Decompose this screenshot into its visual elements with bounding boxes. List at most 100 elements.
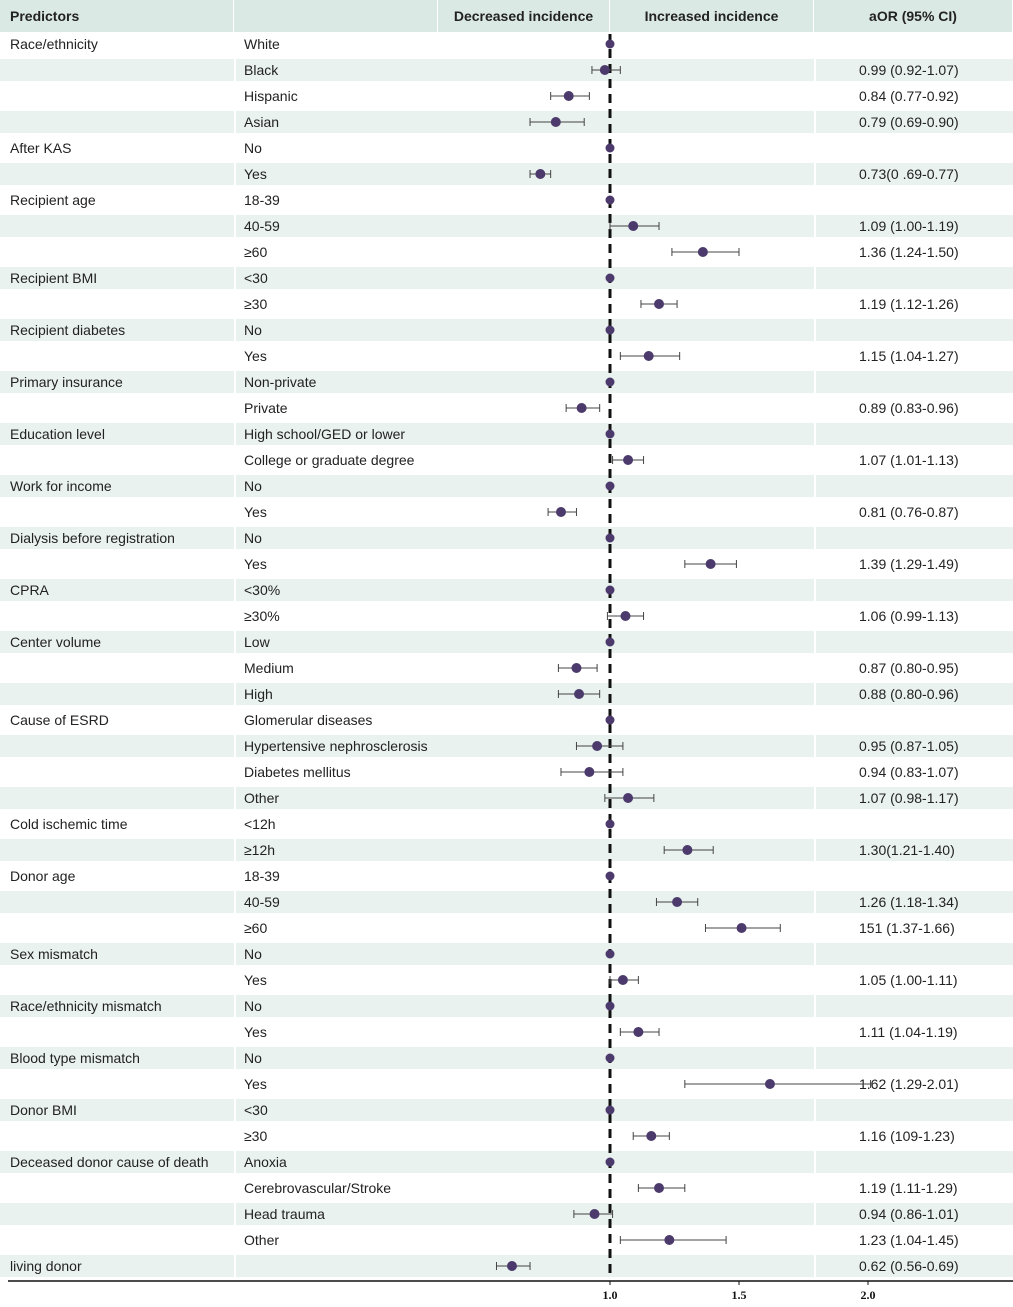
predictor-cell: Race/ethnicity mismatch bbox=[10, 998, 162, 1014]
level-cell: Anoxia bbox=[244, 1154, 287, 1170]
table-row: College or graduate degree 1.07 (1.01-1.1… bbox=[0, 447, 1013, 473]
x-tick-label: 1.5 bbox=[732, 1288, 747, 1302]
row-stripe bbox=[236, 527, 438, 549]
estimate-point bbox=[623, 455, 634, 465]
level-cell: Yes bbox=[244, 166, 267, 182]
table-row: Primary insurance Non-private bbox=[0, 369, 1013, 395]
aor-cell: 1.07 (0.98-1.17) bbox=[859, 790, 959, 806]
level-cell: Medium bbox=[244, 660, 294, 676]
level-cell: Private bbox=[244, 400, 288, 416]
level-cell: No bbox=[244, 322, 262, 338]
aor-cell: 0.81 (0.76-0.87) bbox=[859, 504, 959, 520]
header-decreased-label: Decreased incidence bbox=[453, 8, 594, 24]
predictor-cell: Donor BMI bbox=[10, 1102, 77, 1118]
predictor-cell: Race/ethnicity bbox=[10, 36, 98, 52]
row-stripe bbox=[438, 59, 814, 81]
table-row: Donor BMI <30 bbox=[0, 1097, 1013, 1123]
table-row: Work for income No bbox=[0, 473, 1013, 499]
row-stripe bbox=[0, 527, 234, 549]
header-increased-label: Increased incidence bbox=[644, 8, 779, 24]
row-stripe bbox=[236, 371, 438, 393]
row-stripe bbox=[816, 1151, 1013, 1173]
estimate-point bbox=[535, 169, 546, 179]
predictor-cell: Center volume bbox=[10, 634, 102, 650]
row-stripe bbox=[236, 319, 438, 341]
row-stripe bbox=[0, 683, 234, 705]
reference-point bbox=[605, 429, 615, 439]
row-stripe bbox=[0, 111, 234, 133]
level-cell: ≥30 bbox=[244, 296, 268, 312]
table-row: ≥12h 1.30(1.21-1.40) bbox=[0, 837, 1013, 863]
level-cell: ≥12h bbox=[244, 842, 276, 858]
level-cell: 18-39 bbox=[244, 868, 280, 884]
row-stripe bbox=[438, 423, 814, 445]
level-cell: High bbox=[244, 686, 273, 702]
row-stripe bbox=[816, 1099, 1013, 1121]
estimate-point bbox=[589, 1209, 600, 1219]
row-stripe bbox=[816, 215, 1013, 237]
table-row: Cold ischemic time <12h bbox=[0, 811, 1013, 837]
level-cell: No bbox=[244, 1050, 262, 1066]
estimate-point bbox=[705, 559, 716, 569]
table-row: ≥30 1.19 (1.12-1.26) bbox=[0, 291, 1013, 317]
level-cell: Hypertensive nephrosclerosis bbox=[244, 738, 428, 754]
row-stripe bbox=[816, 475, 1013, 497]
row-stripe bbox=[236, 579, 438, 601]
aor-cell: 1.36 (1.24-1.50) bbox=[859, 244, 959, 260]
level-cell: Other bbox=[244, 790, 280, 806]
row-stripe bbox=[438, 683, 814, 705]
aor-cell: 1.23 (1.04-1.45) bbox=[859, 1232, 959, 1248]
row-stripe bbox=[438, 1255, 814, 1277]
aor-cell: 1.16 (109-1.23) bbox=[859, 1128, 955, 1144]
level-cell: College or graduate degree bbox=[244, 452, 415, 468]
estimate-point bbox=[764, 1079, 775, 1089]
reference-point bbox=[605, 1157, 615, 1167]
row-stripe bbox=[438, 1099, 814, 1121]
row-stripe bbox=[236, 475, 438, 497]
estimate-point bbox=[555, 507, 566, 517]
row-stripe bbox=[0, 787, 234, 809]
row-stripe bbox=[0, 839, 234, 861]
level-cell: <12h bbox=[244, 816, 276, 832]
predictor-cell: Dialysis before registration bbox=[10, 530, 175, 546]
level-cell: Low bbox=[244, 634, 270, 650]
row-stripe bbox=[236, 267, 438, 289]
estimate-point bbox=[697, 247, 708, 257]
row-stripe bbox=[438, 1047, 814, 1069]
table-row: ≥30 1.16 (109-1.23) bbox=[0, 1123, 1013, 1149]
predictor-cell: Deceased donor cause of death bbox=[10, 1154, 209, 1170]
aor-cell: 1.39 (1.29-1.49) bbox=[859, 556, 959, 572]
row-stripe bbox=[438, 631, 814, 653]
reference-point bbox=[605, 1001, 615, 1011]
predictor-cell: Cold ischemic time bbox=[10, 816, 128, 832]
aor-cell: 1.30(1.21-1.40) bbox=[859, 842, 955, 858]
aor-cell: 0.73(0 .69-0.77) bbox=[859, 166, 959, 182]
reference-point bbox=[605, 195, 615, 205]
row-stripe bbox=[438, 475, 814, 497]
row-stripe bbox=[438, 1151, 814, 1173]
level-cell: No bbox=[244, 530, 262, 546]
aor-cell: 0.62 (0.56-0.69) bbox=[859, 1258, 959, 1274]
level-cell: Black bbox=[244, 62, 279, 78]
row-stripe bbox=[438, 943, 814, 965]
row-stripe bbox=[236, 1255, 438, 1277]
level-cell: No bbox=[244, 140, 262, 156]
level-cell: No bbox=[244, 946, 262, 962]
level-cell: Hispanic bbox=[244, 88, 298, 104]
level-cell: Other bbox=[244, 1232, 280, 1248]
header-predictors: Predictors bbox=[0, 0, 234, 32]
row-stripe bbox=[816, 683, 1013, 705]
row-stripe bbox=[816, 891, 1013, 913]
row-stripe bbox=[236, 1203, 438, 1225]
row-stripe bbox=[816, 579, 1013, 601]
table-row: Education level High school/GED or lower bbox=[0, 421, 1013, 447]
predictor-cell: Cause of ESRD bbox=[10, 712, 109, 728]
level-cell: ≥30% bbox=[244, 608, 280, 624]
row-stripe bbox=[816, 631, 1013, 653]
x-tick-label: 2.0 bbox=[861, 1288, 876, 1302]
predictor-cell: Donor age bbox=[10, 868, 76, 884]
table-row: Yes 1.39 (1.29-1.49) bbox=[0, 551, 1013, 577]
table-row: ≥60 151 (1.37-1.66) bbox=[0, 915, 1013, 941]
table-row: Black 0.99 (0.92-1.07) bbox=[0, 57, 1013, 83]
